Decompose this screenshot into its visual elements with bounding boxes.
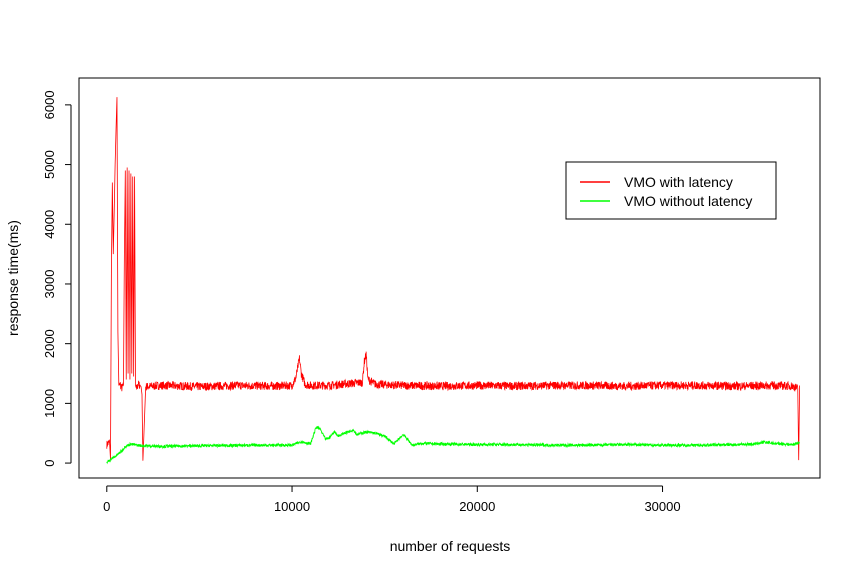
y-tick-label: 1000	[42, 389, 57, 418]
x-tick-label: 10000	[274, 499, 310, 514]
y-tick-label: 0	[42, 459, 57, 466]
legend: VMO with latency VMO without latency	[565, 161, 777, 220]
y-axis-title: response time(ms)	[5, 220, 21, 336]
x-axis: 0 10000 20000 30000	[103, 485, 681, 514]
series-line-vmo-with-latency	[106, 97, 801, 461]
plot-frame	[78, 77, 821, 479]
y-tick-label: 3000	[42, 270, 57, 299]
series-line-vmo-without-latency	[106, 425, 800, 465]
y-axis: 0 1000 2000 3000 4000 5000 6000	[42, 90, 72, 467]
legend-box	[565, 161, 777, 220]
x-tick-label: 30000	[644, 499, 680, 514]
legend-label-vmo-with-latency: VMO with latency	[624, 174, 733, 190]
x-axis-title: number of requests	[390, 538, 511, 554]
x-tick-label: 0	[103, 499, 110, 514]
y-tick-label: 5000	[42, 150, 57, 179]
y-tick-label: 6000	[42, 90, 57, 119]
legend-label-vmo-without-latency: VMO without latency	[624, 193, 752, 209]
y-tick-label: 2000	[42, 329, 57, 358]
x-tick-label: 20000	[459, 499, 495, 514]
y-tick-label: 4000	[42, 210, 57, 239]
plot-lines	[106, 97, 801, 465]
